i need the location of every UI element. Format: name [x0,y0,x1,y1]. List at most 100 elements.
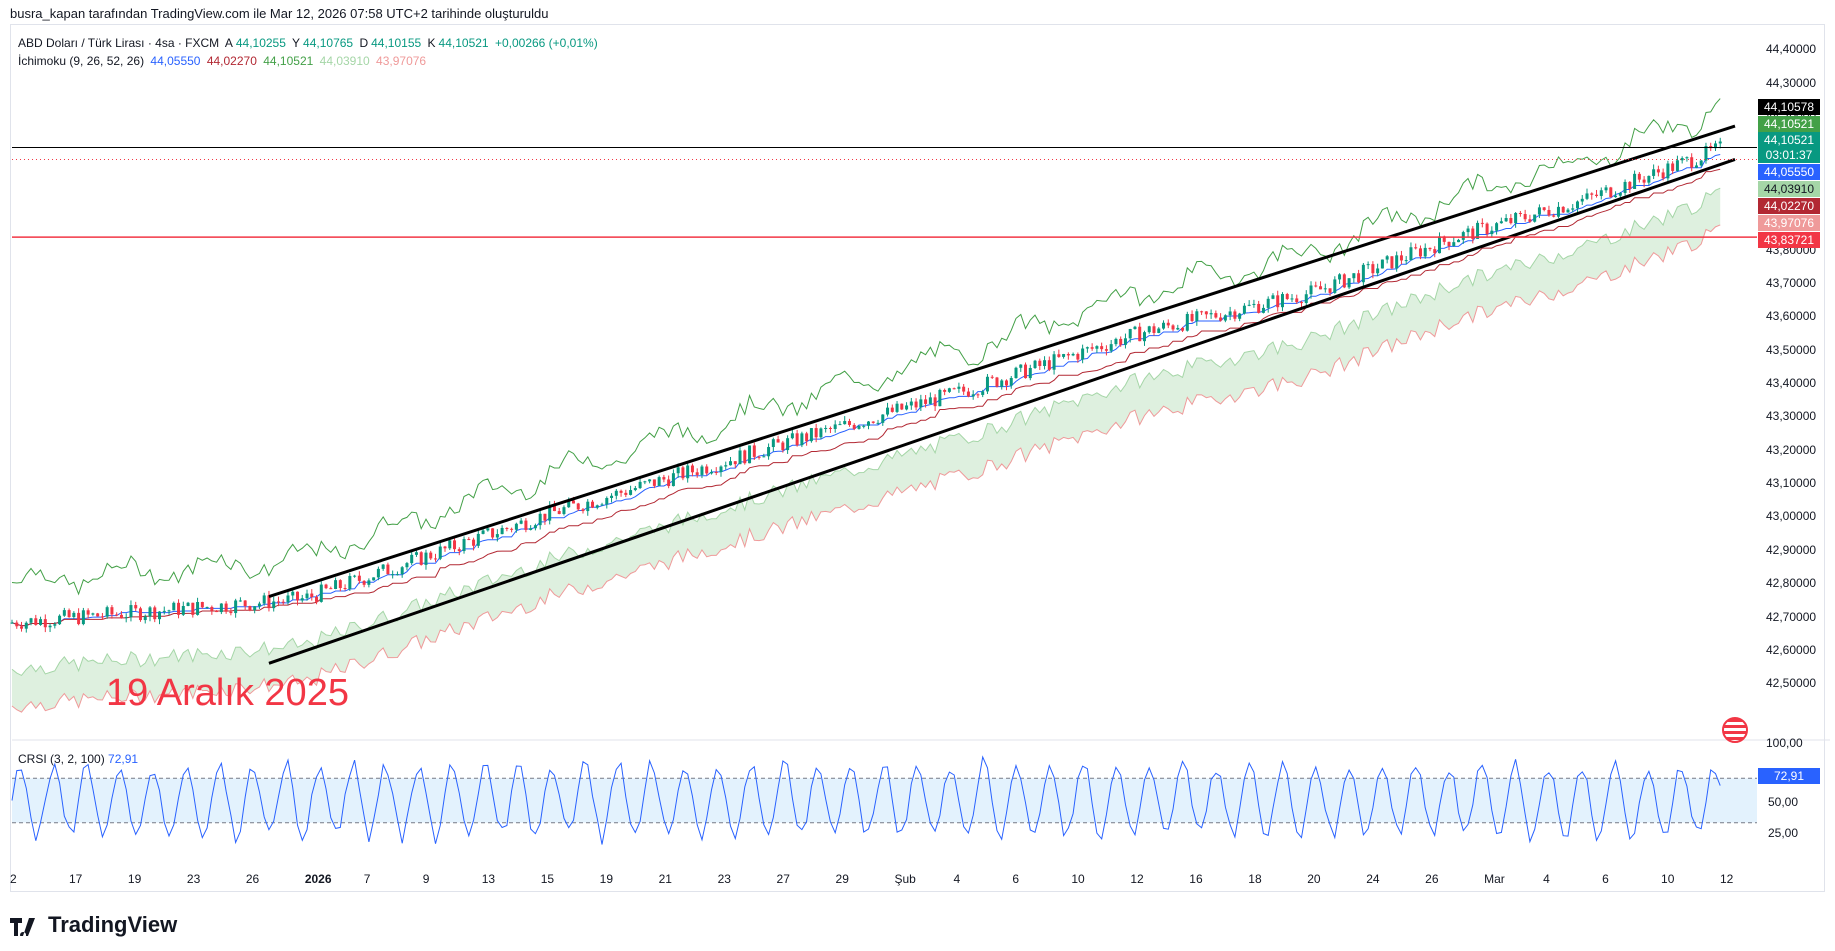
candle-body [1509,218,1513,224]
candle-body [900,403,904,410]
candle-body [933,397,937,407]
candle-body [557,511,561,514]
time-tick: 2 [10,872,17,886]
time-tick: 19 [599,872,613,886]
candle-body [1228,311,1232,316]
candle-body [424,552,428,565]
tradingview-logo-icon [10,916,42,938]
candle-body [300,598,304,601]
candle-body [491,528,495,538]
candle-body [1009,378,1013,386]
candle-body [1162,322,1166,329]
time-tick: 17 [68,872,83,886]
candle-body [1694,165,1698,168]
candle-body [771,439,775,448]
candle-body [1038,360,1042,366]
candle-body [576,503,580,510]
candle-body [158,611,162,620]
candle-body [348,576,352,589]
candle-body [1028,367,1032,379]
price-tick: 42,60000 [1766,642,1817,657]
time-tick: 7 [363,872,371,886]
candle-body [119,614,123,619]
candle-body [1242,305,1246,314]
candle-body [1052,354,1056,370]
candle-body [1614,195,1618,198]
candle-body [153,607,157,620]
price-tick: 44,30000 [1766,75,1817,90]
candle-body [77,612,81,625]
candle-body [129,605,133,618]
candle-body [781,442,785,451]
time-tick: 10 [1661,872,1675,886]
candle-body [1471,228,1475,239]
candle-body [486,528,490,531]
candle-body [1628,181,1632,189]
candle-body [748,445,752,464]
candle-body [1404,260,1408,262]
candle-body [229,611,233,614]
candle-body [62,610,66,616]
candle-body [96,613,100,617]
candle-body [667,479,671,487]
candle-body [1119,338,1123,345]
span-a-line [11,187,1721,677]
candle-body [1499,221,1503,224]
us-flag-icon[interactable] [1722,717,1748,743]
candle-body [1219,317,1223,321]
candle-body [376,568,380,578]
candle-body [924,399,928,404]
close-value: 44,10521 [438,36,489,50]
candle-body [1604,187,1608,191]
candle-body [386,564,390,575]
price-badge: 44,10521 [1758,132,1820,148]
candle-body [843,421,847,425]
candle-body [1342,274,1346,288]
candle-body [762,456,766,458]
candle-body [1128,329,1132,339]
candle-body [257,603,261,607]
candle-body [1185,313,1189,331]
candle-body [1166,322,1170,326]
candle-body [148,607,152,617]
candle-body [400,567,404,575]
candle-body [510,528,514,530]
candle-body [1637,173,1641,180]
time-tick: 9 [422,872,430,886]
low-label: D [359,36,369,50]
candle-body [138,608,142,621]
candle-body [714,471,718,473]
candle-body [648,479,652,482]
candle-body [310,593,314,598]
candle-body [1661,172,1665,179]
candle-body [177,602,181,615]
candle-body [443,546,447,549]
candle-body [1333,279,1337,293]
candle-body [1480,222,1484,224]
chart-frame [10,24,1825,892]
candle-body [700,466,704,475]
candle-body [362,580,366,585]
candle-body [1328,288,1332,293]
candle-body [1718,141,1722,144]
candle-body [20,626,24,629]
candle-body [1675,160,1679,171]
price-tick: 44,40000 [1766,42,1817,57]
candle-body [1057,354,1061,357]
candle-body [1399,255,1403,261]
candle-body [115,614,119,616]
candle-body [433,558,437,560]
kijun-value: 44,02270 [206,54,257,68]
tradingview-logo[interactable]: TradingView [10,912,177,938]
time-tick: 23 [717,872,731,886]
candle-body [1152,326,1156,333]
candle-body [519,520,523,524]
candle-body [29,618,33,623]
candle-body [1566,209,1570,213]
candle-body [1542,207,1546,210]
kijun-line [11,168,1721,627]
candle-body [514,523,518,530]
candle-body [909,401,913,406]
crsi-panel [11,739,1830,845]
